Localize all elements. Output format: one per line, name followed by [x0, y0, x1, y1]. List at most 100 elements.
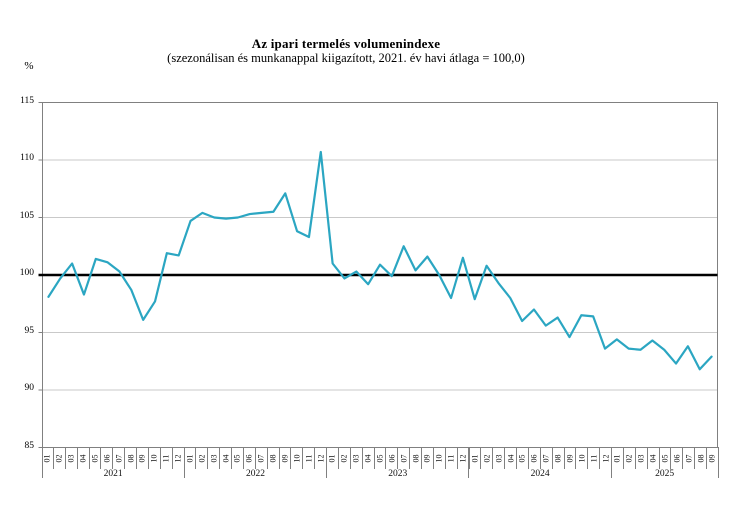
- y-axis-unit-label: %: [24, 60, 34, 72]
- x-tick-label: 02: [54, 454, 64, 462]
- x-tick-month-cell: 07: [256, 447, 268, 469]
- x-tick-label: 07: [541, 454, 551, 462]
- x-tick-label: 04: [648, 454, 658, 462]
- x-tick-month-cell: 01: [612, 447, 624, 469]
- x-tick-month-cell: 09: [422, 447, 434, 469]
- x-tick-label: 03: [494, 454, 504, 462]
- y-tick-label: 115: [20, 95, 34, 106]
- x-tick-month-cell: 03: [208, 447, 221, 469]
- x-tick-month-cell: 01: [327, 447, 339, 469]
- x-tick-month-cell: 11: [588, 447, 601, 469]
- x-tick-month-cell: 05: [660, 447, 672, 469]
- x-tick-label: 02: [197, 454, 207, 462]
- x-tick-label: 07: [114, 454, 124, 462]
- x-tick-label: 09: [422, 454, 432, 462]
- x-tick-month-cell: 10: [291, 447, 304, 469]
- x-tick-month-cell: 11: [161, 447, 173, 469]
- x-tick-month-cell: 04: [78, 447, 90, 469]
- x-tick-month-cell: 03: [66, 447, 78, 469]
- x-tick-label: 09: [565, 454, 575, 462]
- x-tick-label: 03: [636, 454, 646, 462]
- x-tick-month-cell: 12: [173, 447, 185, 469]
- year-label: 2022: [245, 469, 265, 479]
- x-tick-month-cell: 05: [517, 447, 529, 469]
- x-tick-month-cell: 02: [54, 447, 66, 469]
- x-tick-month-cell: 09: [137, 447, 149, 469]
- x-tick-label: 06: [529, 454, 539, 462]
- x-tick-label: 01: [185, 454, 195, 462]
- x-tick-month-cell: 09: [707, 447, 718, 469]
- x-tick-month-cell: 05: [232, 447, 244, 469]
- x-tick-label: 03: [351, 454, 361, 462]
- x-tick-label: 02: [482, 454, 492, 462]
- x-tick-month-cell: 02: [339, 447, 351, 469]
- x-tick-month-cell: 07: [398, 447, 411, 469]
- x-tick-month-cell: 06: [101, 447, 114, 469]
- x-tick-label: 08: [411, 454, 421, 462]
- x-tick-label: 01: [42, 454, 52, 462]
- x-tick-month-cell: 07: [113, 447, 126, 469]
- y-tick-label: 110: [20, 153, 34, 163]
- y-tick-label: 85: [24, 440, 35, 451]
- x-tick-month-cell: 03: [351, 447, 363, 469]
- x-tick-label: 05: [660, 454, 670, 462]
- year-separator: [717, 447, 719, 478]
- x-tick-month-cell: 08: [125, 447, 137, 469]
- x-tick-month-cell: 08: [410, 447, 422, 469]
- year-label: 2025: [655, 469, 675, 479]
- x-tick-label: 08: [553, 454, 563, 462]
- x-tick-month-cell: 10: [149, 447, 161, 469]
- x-tick-month-cell: 08: [268, 447, 280, 469]
- y-tick-label: 105: [19, 210, 34, 221]
- year-separator: [41, 447, 43, 478]
- x-tick-label: 08: [126, 454, 136, 462]
- x-tick-month-cell: 09: [280, 447, 292, 469]
- x-tick-label: 03: [209, 454, 219, 462]
- x-tick-label: 04: [506, 454, 516, 462]
- x-tick-month-cell: 05: [375, 447, 387, 469]
- chart-subtitle: (szezonálisan és munkanappal kiigazított…: [167, 51, 525, 65]
- x-tick-label: 09: [707, 454, 717, 462]
- x-tick-month-cell: 10: [576, 447, 589, 469]
- x-tick-label: 01: [470, 454, 480, 462]
- x-tick-month-cell: 07: [683, 447, 696, 469]
- x-tick-label: 12: [458, 454, 468, 462]
- x-tick-month-cell: 11: [446, 447, 458, 469]
- x-tick-month-cell: 04: [648, 447, 660, 469]
- x-tick-label: 01: [612, 454, 622, 462]
- x-tick-month-cell: 07: [541, 447, 553, 469]
- x-tick-label: 11: [446, 454, 456, 462]
- x-tick-label: 12: [601, 454, 611, 462]
- x-tick-label: 07: [399, 454, 409, 462]
- year-separator: [183, 447, 185, 478]
- x-tick-label: 05: [232, 454, 242, 462]
- x-tick-label: 11: [161, 454, 171, 462]
- x-tick-label: 07: [256, 454, 266, 462]
- x-tick-month-cell: 09: [565, 447, 577, 469]
- x-tick-label: 03: [66, 454, 76, 462]
- x-tick-label: 10: [292, 454, 302, 462]
- x-tick-label: 08: [696, 454, 706, 462]
- x-axis-month-labels: 01 02 03 04 05 06 07 08 09 10 11 12 01 02 03 04 05 06 07 08…: [42, 447, 718, 469]
- x-tick-label: 10: [577, 454, 587, 462]
- x-tick-label: 02: [624, 454, 634, 462]
- x-tick-month-cell: 04: [363, 447, 375, 469]
- x-tick-month-cell: 11: [303, 447, 316, 469]
- chart-title: Az ipari termelés volumenindexe: [251, 36, 441, 51]
- x-tick-month-cell: 02: [624, 447, 636, 469]
- x-tick-month-cell: 03: [493, 447, 506, 469]
- y-tick-label: 90: [24, 383, 35, 393]
- x-tick-month-cell: 08: [695, 447, 707, 469]
- x-tick-month-cell: 06: [244, 447, 256, 469]
- x-tick-label: 05: [517, 454, 527, 462]
- x-tick-label: 06: [672, 454, 682, 462]
- data-line: [47, 150, 713, 371]
- x-tick-label: 04: [363, 454, 373, 462]
- year-label: 2023: [388, 469, 408, 479]
- x-tick-label: 11: [589, 454, 599, 462]
- x-tick-label: 10: [149, 454, 159, 462]
- x-tick-label: 05: [375, 454, 385, 462]
- x-tick-label: 02: [339, 454, 349, 462]
- x-tick-month-cell: 06: [671, 447, 684, 469]
